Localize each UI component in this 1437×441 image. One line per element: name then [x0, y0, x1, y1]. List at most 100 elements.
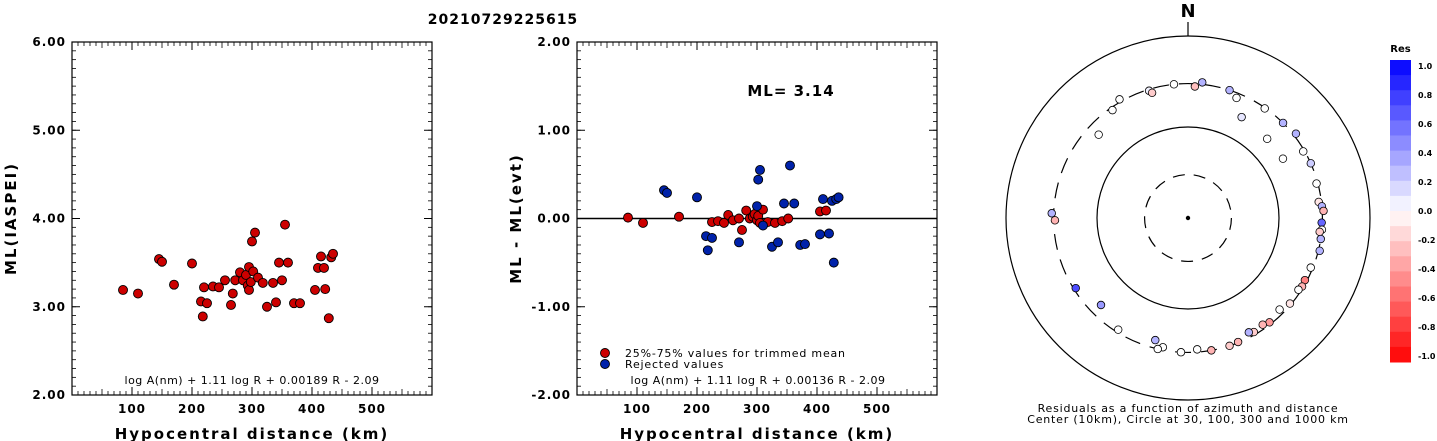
station-residual: [1312, 179, 1321, 188]
station-residual: [1317, 218, 1326, 227]
colorbar-tick-label: 0.0: [1418, 207, 1433, 216]
data-point: [623, 212, 633, 223]
colorbar-tick-label: -1.0: [1418, 352, 1436, 361]
station-residual: [1237, 112, 1246, 122]
station-residual: [1198, 78, 1207, 87]
station-residual: [1319, 206, 1328, 216]
data-point: [779, 198, 789, 209]
colorbar-tick-label: -0.2: [1418, 236, 1436, 245]
x-axis-label: Hypocentral distance (km): [620, 425, 895, 441]
colorbar-segment: [1390, 195, 1411, 212]
data-point: [226, 300, 236, 310]
colorbar-segment: [1390, 286, 1411, 303]
data-point: [719, 217, 729, 228]
data-point: [785, 160, 795, 171]
colorbar-tick-label: -0.6: [1418, 294, 1436, 303]
ml-iaspei-chart: 2.00 3.00 4.00 5.00 6.00 100 200 300 400 500 Hypoc…: [2, 35, 433, 441]
station-residual: [1047, 209, 1056, 218]
colorbar-tick-label: -0.8: [1418, 323, 1436, 332]
colorbar-segment: [1390, 241, 1411, 257]
north-label: N: [1180, 1, 1195, 22]
data-point: [262, 301, 272, 312]
station-residual: [1275, 305, 1284, 314]
colorbar-segment: [1390, 150, 1411, 167]
colorbar-tick-label: 0.8: [1418, 91, 1433, 100]
colorbar-segment: [1390, 180, 1411, 197]
data-point: [818, 194, 828, 205]
data-point: [753, 174, 764, 185]
residual-colorbar: Res 1.0 0.8 0.6 0.4 0.2 0.0 -0.2 -0.4 -0.6 -0.8 -1.…: [1390, 44, 1436, 363]
legend-label: 25%-75% values for trimmed mean: [625, 347, 846, 360]
data-point: [789, 198, 800, 209]
colorbar-segment: [1390, 90, 1411, 106]
circle-100km: [1096, 126, 1280, 310]
y-tick-label: 0.00: [537, 212, 571, 226]
colorbar-title: Res: [1390, 44, 1410, 55]
magnitude-formula: log A(nm) + 1.11 log R + 0.00189 R - 2.0…: [125, 374, 380, 387]
station-residual: [1306, 263, 1315, 272]
data-point: [118, 285, 128, 295]
data-point: [197, 311, 208, 322]
colorbar-tick-label: -0.4: [1418, 265, 1436, 274]
data-point: [316, 251, 326, 262]
data-point: [169, 279, 179, 290]
x-tick-label: 300: [743, 402, 771, 416]
station-residual: [1192, 345, 1202, 354]
data-point: [295, 298, 305, 309]
colorbar-tick-label: 0.4: [1418, 149, 1433, 158]
station-residual: [1225, 85, 1234, 95]
data-point: [734, 237, 744, 248]
colorbar-tick-label: 0.2: [1418, 178, 1432, 187]
data-point: [674, 211, 684, 222]
station-residual: [1232, 93, 1241, 103]
data-point: [755, 165, 765, 175]
station-residual: [1115, 95, 1124, 104]
y-axis-label: ML - ML(evt): [507, 153, 525, 283]
station-residual: [1291, 129, 1301, 138]
y-tick-label: 5.00: [32, 123, 66, 137]
station-residual: [1207, 346, 1216, 355]
data-point: [268, 277, 278, 288]
x-tick-label: 400: [298, 402, 326, 416]
data-point: [662, 187, 672, 198]
station-residual: [1285, 299, 1295, 308]
data-point: [244, 285, 254, 295]
colorbar-segment: [1390, 75, 1411, 91]
station-residual: [1315, 227, 1324, 237]
colorbar-segment: [1390, 316, 1411, 333]
data-point: [274, 257, 284, 268]
y-tick-label: 2.00: [32, 388, 66, 402]
data-point: [214, 282, 224, 293]
y-tick-label: -1.00: [531, 300, 571, 314]
circle-30km: [1143, 173, 1233, 263]
station-residual: [1299, 147, 1308, 156]
station-residual: [1316, 234, 1325, 244]
data-point: [692, 192, 702, 203]
x-tick-label: 100: [118, 402, 146, 416]
colorbar-tick-label: 1.0: [1418, 62, 1433, 71]
x-tick-label: 300: [238, 402, 266, 416]
colorbar-segment: [1390, 271, 1411, 287]
colorbar-segment: [1390, 135, 1411, 152]
data-point: [741, 205, 752, 216]
x-tick-label: 400: [803, 402, 831, 416]
colorbar-segment: [1390, 331, 1411, 348]
data-point: [280, 219, 290, 230]
data-point: [319, 262, 329, 273]
data-point: [310, 285, 320, 295]
colorbar-segment: [1390, 60, 1411, 76]
azimuth-residual-chart: N Residuals as a function of azimuth and …: [1005, 1, 1371, 426]
station-residual: [1278, 118, 1288, 128]
data-point: [277, 275, 287, 286]
polar-caption-line1: Residuals as a function of azimuth and d…: [1038, 402, 1339, 415]
data-point: [133, 288, 143, 299]
colorbar-segment: [1390, 301, 1411, 318]
data-point: [737, 225, 747, 235]
data-point: [328, 248, 338, 259]
legend-marker: [600, 348, 610, 358]
colorbar-segment: [1390, 120, 1411, 136]
colorbar-segment: [1390, 256, 1411, 272]
magnitude-formula: log A(nm) + 1.11 log R + 0.00136 R - 2.0…: [631, 374, 886, 387]
data-point: [247, 236, 257, 247]
data-point: [815, 229, 825, 240]
